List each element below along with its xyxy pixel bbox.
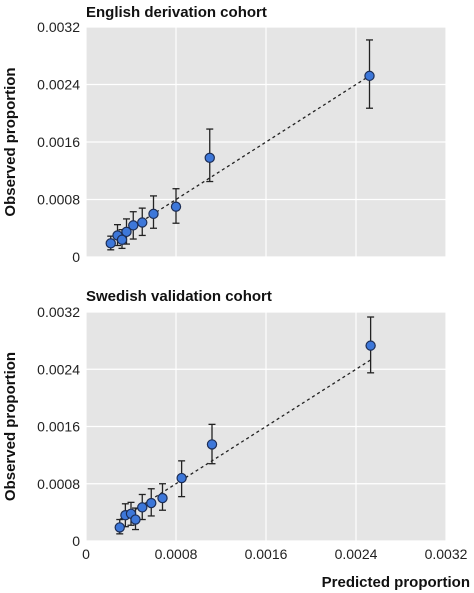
data-point <box>116 234 128 245</box>
y-tick-label: 0 <box>72 533 80 549</box>
y-tick-label: 0.0032 <box>37 19 80 35</box>
reference-line <box>119 359 371 521</box>
data-point <box>130 514 141 525</box>
data-point <box>176 472 187 484</box>
data-point <box>146 497 157 509</box>
data-point <box>364 70 375 82</box>
data-point <box>137 217 148 228</box>
x-tick-label: 0.0024 <box>335 546 378 562</box>
panel-swedish-validation: Swedish validation cohort 00.00080.00160… <box>2 288 468 562</box>
data-points <box>105 70 375 249</box>
data-point <box>114 522 125 533</box>
x-axis-title: Predicted proportion <box>322 574 470 591</box>
y-tick-label: 0 <box>72 249 80 265</box>
data-point <box>206 439 218 450</box>
y-tick-label: 0.0016 <box>37 419 80 435</box>
x-tick-label: 0.0016 <box>245 546 288 562</box>
panel-english-derivation: English derivation cohort 00.00080.00160… <box>2 4 447 265</box>
y-tick-label: 0.0024 <box>37 361 80 377</box>
y-axis-title: Observed proportion <box>2 67 19 216</box>
panel-title: English derivation cohort <box>86 4 267 21</box>
y-tick-labels: 0 0.0008 0.0016 0.0024 0.0032 <box>37 19 80 265</box>
grid-lines <box>85 311 447 542</box>
y-tick-label: 0.0008 <box>37 476 80 492</box>
x-tick-label: 0.0032 <box>425 546 468 562</box>
data-point <box>121 226 132 238</box>
x-tick-label: 0 <box>82 546 90 562</box>
data-point <box>204 152 215 164</box>
data-point <box>365 340 376 351</box>
x-tick-labels: 0 0.0008 0.0016 0.0024 0.0032 <box>82 546 468 562</box>
y-tick-labels: 0 0.0008 0.0016 0.0024 0.0032 <box>37 304 80 549</box>
data-point <box>148 208 159 220</box>
y-tick-label: 0.0008 <box>37 192 80 208</box>
data-point <box>170 201 182 212</box>
x-tick-label: 0.0008 <box>155 546 198 562</box>
y-tick-label: 0.0024 <box>37 77 80 93</box>
y-tick-label: 0.0016 <box>37 134 80 150</box>
data-point <box>105 238 116 249</box>
data-points <box>114 340 376 533</box>
grid-lines <box>85 26 447 258</box>
data-point <box>157 492 168 504</box>
y-axis-title: Observed proportion <box>2 352 19 501</box>
y-tick-label: 0.0032 <box>37 304 80 320</box>
data-point <box>137 502 148 513</box>
panel-title: Swedish validation cohort <box>86 288 272 305</box>
data-point <box>128 220 139 231</box>
